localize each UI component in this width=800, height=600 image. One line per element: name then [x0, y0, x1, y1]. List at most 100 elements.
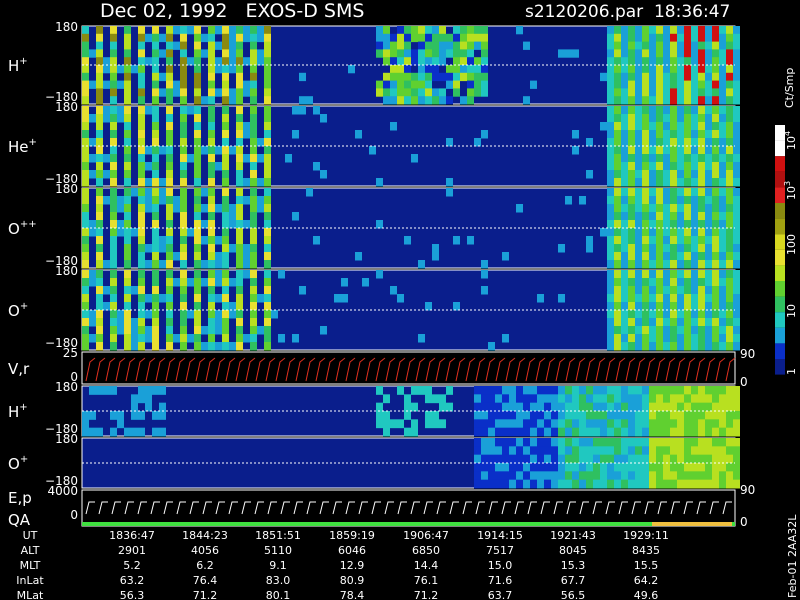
spectrogram-cell — [530, 463, 537, 472]
spectrogram-cell — [166, 260, 173, 269]
spectrogram-cell — [705, 204, 712, 213]
spectrogram-cell — [656, 178, 663, 187]
spectrogram-cell — [194, 96, 201, 105]
spectrogram-cell — [670, 72, 677, 82]
spectrogram-cell — [215, 88, 222, 97]
spectrogram-cell — [607, 318, 614, 327]
spectrogram-cell — [642, 49, 649, 58]
spectrogram-cell — [558, 438, 565, 447]
spectrogram-cell — [712, 162, 719, 171]
spectrogram-cell — [656, 154, 663, 163]
spectrogram-cell — [705, 106, 712, 115]
spectrogram-cell — [166, 196, 173, 205]
spectrogram-cell — [614, 394, 621, 404]
spectrogram-cell — [229, 278, 236, 287]
spectrogram-cell — [138, 188, 145, 197]
spectrogram-cell — [621, 270, 628, 279]
spectrogram-cell — [201, 146, 208, 155]
spectrogram-cell — [96, 80, 103, 89]
spectrogram-cell — [222, 57, 229, 66]
spectrogram-cell — [726, 178, 733, 187]
spectrogram-cell — [194, 294, 201, 303]
spectrogram-cell — [719, 146, 726, 155]
spectrogram-cell — [243, 244, 250, 253]
spectrogram-cell — [124, 228, 131, 237]
spectrogram-cell — [705, 196, 712, 205]
spectrogram-cell — [628, 326, 635, 335]
spectrogram-cell — [236, 88, 243, 97]
spectrogram-cell — [404, 236, 411, 245]
spectrogram-cell — [166, 57, 173, 66]
spectrogram-cell — [621, 88, 628, 97]
spectrogram-cell — [663, 138, 670, 147]
spectrogram-cell — [110, 88, 117, 97]
spectrogram-cell — [453, 57, 460, 66]
spectrogram-cell — [96, 427, 103, 437]
spectrogram-cell — [236, 310, 243, 319]
spectrogram-cell — [726, 463, 733, 472]
spectrogram-cell — [131, 411, 138, 420]
spectrogram-cell — [124, 162, 131, 171]
spectrogram-cell — [138, 286, 145, 295]
spectrogram-cell — [628, 130, 635, 139]
spectrogram-cell — [180, 236, 187, 245]
spectrogram-cell — [180, 114, 187, 123]
spectrogram-cell — [663, 220, 670, 229]
spectrogram-cell — [691, 41, 698, 50]
spectrogram-cell — [677, 162, 684, 171]
spectrogram-cell — [257, 33, 264, 43]
spectrogram-cell — [698, 212, 705, 221]
spectrogram-cell — [614, 479, 621, 489]
spectrogram-cell — [432, 96, 439, 105]
spectrogram-cell — [684, 446, 691, 456]
spectrogram-cell — [733, 80, 740, 89]
spectrogram-cell — [663, 212, 670, 221]
spectrogram-cell — [138, 326, 145, 335]
panel-label-ion: H — [8, 57, 19, 75]
spectrogram-cell — [110, 220, 117, 229]
spectrogram-cell — [719, 57, 726, 66]
spectrogram-cell — [194, 26, 201, 35]
spectrogram-cell — [96, 65, 103, 74]
spectrogram-cell — [551, 463, 558, 472]
spectrogram-cell — [628, 228, 635, 237]
spectrogram-cell — [509, 427, 516, 437]
spectrogram-cell — [614, 178, 621, 187]
spectrogram-cell — [124, 49, 131, 58]
spectrogram-cell — [614, 454, 621, 464]
spectrogram-cell — [236, 114, 243, 123]
spectrogram-cell — [607, 122, 614, 131]
spectrogram-cell — [705, 170, 712, 179]
spectrogram-cell — [642, 310, 649, 319]
spectrogram-cell — [222, 114, 229, 123]
spectrogram-cell — [621, 236, 628, 245]
spectrogram-cell — [180, 154, 187, 163]
spectrogram-cell — [607, 41, 614, 50]
spectrogram-cell — [124, 41, 131, 50]
spectrogram-cell — [705, 178, 712, 187]
spectrogram-cell — [152, 294, 159, 303]
spectrogram-cell — [446, 138, 453, 147]
spectrogram-cell — [264, 162, 271, 171]
spectrogram-cell — [488, 438, 495, 447]
spectrogram-cell — [565, 446, 572, 456]
spectrogram-cell — [649, 33, 656, 43]
spectrogram-cell — [180, 96, 187, 105]
spectrogram-cell — [733, 49, 740, 58]
table-cell: 1914:15 — [477, 529, 523, 542]
spectrogram-cell — [152, 220, 159, 229]
spectrogram-cell — [628, 26, 635, 35]
spectrogram-cell — [670, 260, 677, 269]
spectrogram-cell — [222, 244, 229, 253]
spectrogram-cell — [453, 80, 460, 89]
spectrogram-cell — [488, 463, 495, 472]
table-cell: 1859:19 — [329, 529, 375, 542]
spectrogram-cell — [607, 154, 614, 163]
spectrogram-cell — [691, 138, 698, 147]
spectrogram-cell — [236, 342, 243, 351]
spectrogram-cell — [250, 228, 257, 237]
spectrogram-cell — [481, 33, 488, 43]
spectrogram-cell — [551, 402, 558, 412]
spectrogram-cell — [698, 138, 705, 147]
spectrogram-cell — [460, 65, 467, 74]
